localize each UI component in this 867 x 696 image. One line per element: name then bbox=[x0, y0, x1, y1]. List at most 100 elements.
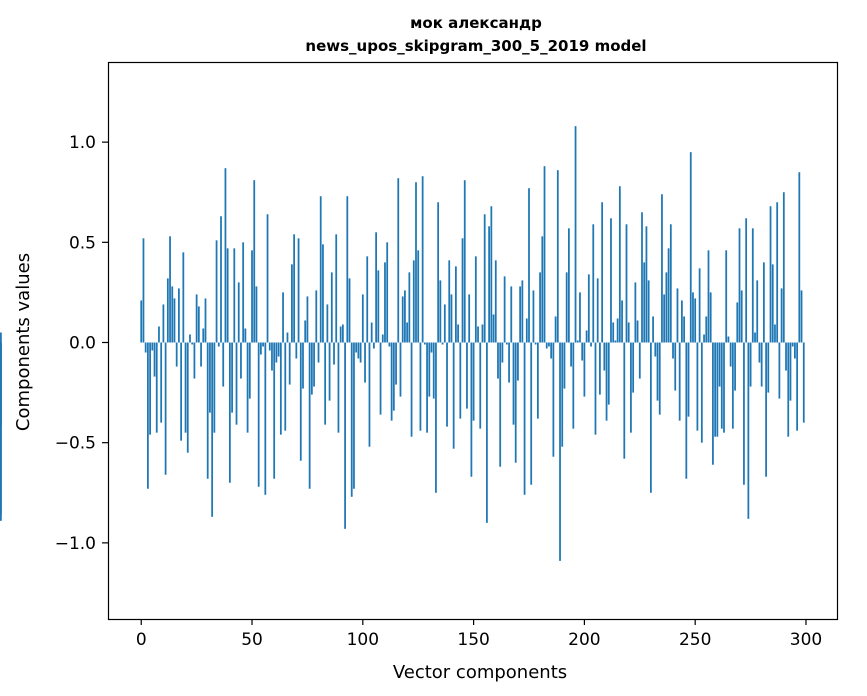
bar-144 bbox=[459, 342, 462, 419]
bar-216 bbox=[618, 186, 621, 343]
bar-183 bbox=[545, 342, 548, 349]
bar-127 bbox=[421, 176, 424, 343]
bar-137 bbox=[443, 304, 446, 343]
bar-200 bbox=[583, 342, 586, 397]
bar-118 bbox=[401, 296, 404, 343]
bar-110 bbox=[384, 262, 386, 343]
bar-4 bbox=[149, 342, 151, 435]
bar-273 bbox=[745, 218, 748, 343]
bar-44 bbox=[237, 282, 240, 343]
bar-288 bbox=[778, 342, 781, 399]
bar-132 bbox=[432, 342, 435, 399]
bar-2 bbox=[144, 342, 147, 353]
bar-191 bbox=[563, 342, 566, 389]
bar-276 bbox=[751, 228, 754, 343]
bar-147 bbox=[466, 342, 468, 409]
bar-181 bbox=[541, 236, 544, 343]
bar-237 bbox=[665, 272, 668, 343]
bar-267 bbox=[731, 342, 734, 429]
bar-201 bbox=[585, 330, 588, 343]
bar-188 bbox=[556, 170, 559, 343]
bar-83 bbox=[324, 342, 327, 425]
bar-215 bbox=[616, 318, 619, 343]
bar-54 bbox=[260, 342, 262, 355]
bar-29 bbox=[204, 298, 207, 343]
bar-10 bbox=[162, 304, 165, 343]
bar-undefined bbox=[0, 332, 2, 343]
bar-170 bbox=[517, 342, 519, 381]
bar-295 bbox=[794, 342, 796, 359]
bar-58 bbox=[268, 342, 271, 351]
bar-124 bbox=[415, 182, 417, 343]
bar-290 bbox=[782, 192, 785, 343]
bar-219 bbox=[625, 224, 628, 343]
bar-25 bbox=[195, 294, 198, 343]
bar-166 bbox=[508, 342, 510, 383]
bar-79 bbox=[315, 290, 318, 343]
bar-129 bbox=[426, 342, 428, 433]
bar-223 bbox=[634, 282, 637, 343]
bar-139 bbox=[448, 260, 451, 343]
bar-229 bbox=[647, 280, 650, 343]
bar-52 bbox=[255, 286, 258, 343]
bar-15 bbox=[173, 298, 176, 343]
bar-247 bbox=[687, 342, 690, 417]
bar-63 bbox=[279, 342, 282, 435]
bar-107 bbox=[377, 270, 380, 343]
bar-136 bbox=[441, 342, 444, 345]
bar-284 bbox=[769, 206, 772, 343]
bar-17 bbox=[178, 288, 180, 343]
bar-5 bbox=[151, 342, 154, 351]
bar-211 bbox=[607, 342, 610, 405]
bar-149 bbox=[470, 342, 473, 477]
bar-90 bbox=[339, 326, 342, 343]
bar-67 bbox=[288, 342, 291, 385]
bar-95 bbox=[350, 342, 353, 497]
bar-252 bbox=[698, 268, 701, 343]
bar-87 bbox=[333, 342, 335, 365]
bar-160 bbox=[494, 260, 497, 343]
bar-287 bbox=[776, 202, 779, 343]
bar-125 bbox=[417, 250, 420, 343]
bar-169 bbox=[514, 342, 517, 463]
bar-78 bbox=[313, 342, 315, 387]
bar-9 bbox=[160, 342, 163, 423]
bar-35 bbox=[217, 342, 220, 347]
bar-261 bbox=[718, 342, 721, 387]
bar-0 bbox=[140, 300, 143, 343]
bar-148 bbox=[468, 294, 471, 343]
bar-72 bbox=[299, 342, 302, 461]
bar-59 bbox=[271, 342, 273, 371]
bar-275 bbox=[749, 342, 752, 387]
bar-117 bbox=[399, 342, 402, 397]
bar-204 bbox=[592, 224, 595, 343]
x-tick-label: 0 bbox=[136, 630, 147, 650]
bar-199 bbox=[581, 342, 584, 361]
bar-93 bbox=[346, 196, 349, 343]
bar-86 bbox=[330, 272, 333, 343]
bar-121 bbox=[408, 272, 411, 343]
bar-48 bbox=[246, 342, 249, 433]
bar-55 bbox=[262, 342, 264, 347]
bar-30 bbox=[206, 342, 209, 479]
bar-193 bbox=[568, 228, 570, 343]
bar-234 bbox=[658, 342, 661, 415]
bar-115 bbox=[395, 342, 397, 385]
bar-undefined bbox=[0, 342, 2, 427]
bar-49 bbox=[248, 342, 251, 399]
bar-208 bbox=[601, 202, 604, 343]
bar-112 bbox=[388, 342, 391, 347]
bar-217 bbox=[621, 300, 623, 343]
bar-228 bbox=[645, 226, 648, 343]
bar-226 bbox=[641, 212, 643, 343]
bar-138 bbox=[446, 342, 448, 427]
bar-111 bbox=[386, 242, 389, 343]
bar-74 bbox=[304, 320, 307, 343]
bar-28 bbox=[202, 328, 205, 343]
bar-98 bbox=[357, 342, 360, 359]
bar-158 bbox=[490, 206, 493, 343]
bar-239 bbox=[669, 224, 672, 343]
plot-frame bbox=[107, 61, 839, 621]
bar-262 bbox=[720, 342, 723, 429]
bar-289 bbox=[780, 288, 783, 343]
